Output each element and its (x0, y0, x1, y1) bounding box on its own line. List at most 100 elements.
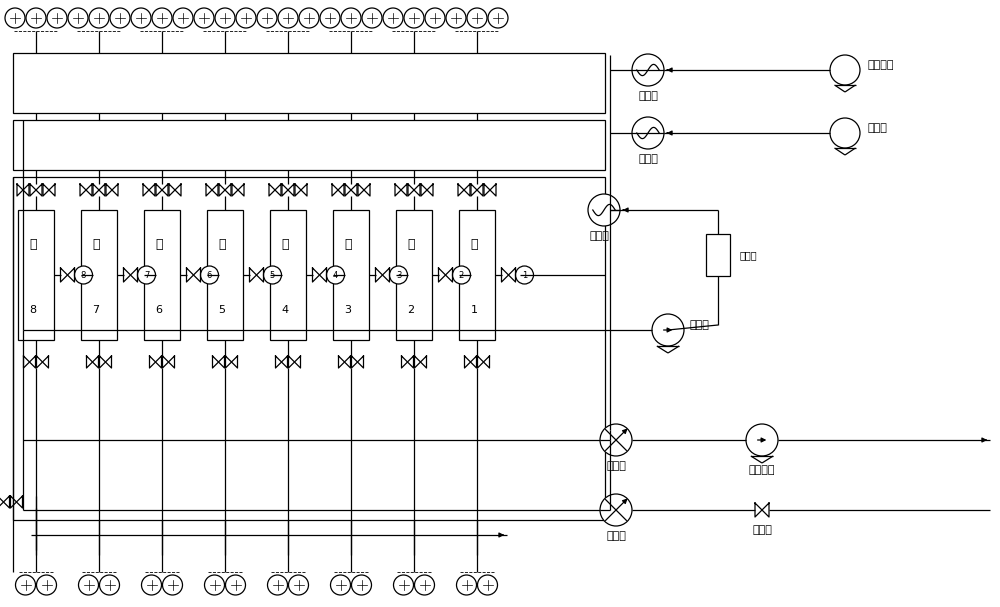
Circle shape (5, 8, 25, 28)
Text: 柱: 柱 (281, 239, 289, 251)
Circle shape (383, 8, 403, 28)
Circle shape (47, 8, 67, 28)
Circle shape (36, 575, 56, 595)
Text: 解析剂泵: 解析剂泵 (867, 60, 894, 70)
Text: 柱: 柱 (344, 239, 352, 251)
Circle shape (404, 8, 424, 28)
Text: 3: 3 (344, 305, 352, 315)
Text: 4: 4 (333, 271, 338, 279)
Circle shape (362, 8, 382, 28)
Text: 1: 1 (471, 305, 478, 315)
Text: 背压阀: 背压阀 (752, 525, 772, 535)
Circle shape (138, 266, 156, 284)
Circle shape (326, 266, 344, 284)
Text: 原料泵: 原料泵 (867, 123, 887, 133)
Text: 3: 3 (396, 271, 401, 279)
Circle shape (215, 8, 235, 28)
Circle shape (446, 8, 466, 28)
Circle shape (226, 575, 246, 595)
Circle shape (268, 575, 288, 595)
Circle shape (200, 266, 218, 284)
Bar (81, 210, 117, 340)
Circle shape (257, 8, 277, 28)
Bar (706, 234, 730, 276)
Text: 柱: 柱 (407, 239, 415, 251)
Text: 冷却器: 冷却器 (606, 461, 626, 471)
Circle shape (830, 118, 860, 148)
Circle shape (478, 575, 498, 595)
Text: 5: 5 (218, 305, 226, 315)
Circle shape (415, 575, 434, 595)
Circle shape (152, 8, 172, 28)
Circle shape (100, 575, 120, 595)
Circle shape (390, 266, 408, 284)
Text: 冷却器: 冷却器 (606, 531, 626, 541)
Text: 7: 7 (144, 271, 149, 279)
Text: 2: 2 (407, 305, 415, 315)
Circle shape (632, 117, 664, 149)
Text: 柱: 柱 (470, 239, 478, 251)
Circle shape (352, 575, 372, 595)
Text: 6: 6 (207, 271, 212, 279)
Circle shape (162, 575, 182, 595)
Bar (459, 210, 495, 340)
Text: 2: 2 (459, 271, 464, 279)
Text: 流量计: 流量计 (739, 250, 757, 260)
Text: 1: 1 (522, 271, 527, 279)
Circle shape (194, 8, 214, 28)
Text: 柱: 柱 (155, 239, 163, 251)
Circle shape (830, 55, 860, 85)
Bar (396, 210, 432, 340)
Text: 加热器: 加热器 (638, 91, 658, 101)
Circle shape (26, 8, 46, 28)
Text: 6: 6 (156, 305, 162, 315)
Bar (13, 53, 605, 113)
Circle shape (330, 575, 351, 595)
Circle shape (488, 8, 508, 28)
Circle shape (600, 494, 632, 526)
Circle shape (516, 266, 534, 284)
Text: 柱: 柱 (218, 239, 226, 251)
Circle shape (652, 314, 684, 346)
Text: 加热器: 加热器 (638, 154, 658, 164)
Circle shape (320, 8, 340, 28)
Circle shape (341, 8, 361, 28)
Circle shape (600, 424, 632, 456)
Circle shape (78, 575, 98, 595)
Circle shape (89, 8, 109, 28)
Text: 柱: 柱 (29, 239, 37, 251)
Bar (207, 210, 243, 340)
Bar (13, 177, 605, 520)
Text: 加热器: 加热器 (589, 231, 609, 241)
Bar (13, 120, 605, 170)
Text: 8: 8 (81, 271, 86, 279)
Bar (270, 210, 306, 340)
Circle shape (467, 8, 487, 28)
Bar (333, 210, 369, 340)
Circle shape (456, 575, 477, 595)
Circle shape (142, 575, 162, 595)
Circle shape (131, 8, 151, 28)
Text: 柱: 柱 (92, 239, 100, 251)
Circle shape (16, 575, 36, 595)
Circle shape (264, 266, 282, 284)
Circle shape (236, 8, 256, 28)
Text: 7: 7 (92, 305, 100, 315)
Bar (144, 210, 180, 340)
Circle shape (425, 8, 445, 28)
Circle shape (452, 266, 471, 284)
Circle shape (173, 8, 193, 28)
Circle shape (288, 575, 308, 595)
Circle shape (394, 575, 414, 595)
Text: 抽出液泵: 抽出液泵 (749, 465, 775, 475)
Circle shape (299, 8, 319, 28)
Circle shape (746, 424, 778, 456)
Text: 5: 5 (270, 271, 275, 279)
Circle shape (632, 54, 664, 86)
Circle shape (110, 8, 130, 28)
Text: 8: 8 (29, 305, 37, 315)
Bar (18, 210, 54, 340)
Circle shape (588, 194, 620, 226)
Circle shape (68, 8, 88, 28)
Circle shape (74, 266, 92, 284)
